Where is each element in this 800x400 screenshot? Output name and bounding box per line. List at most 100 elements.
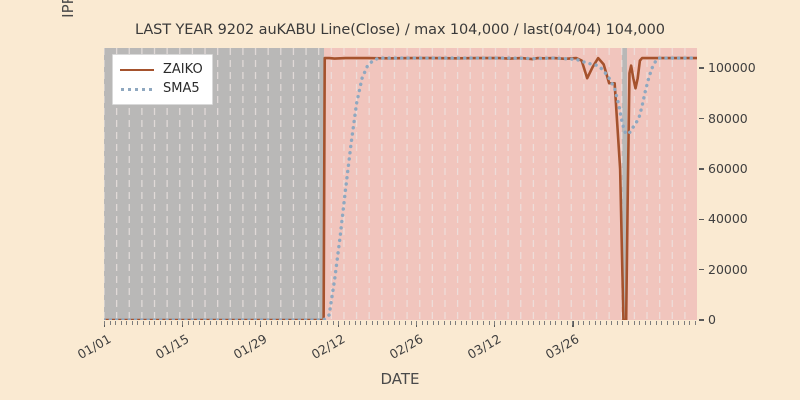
shaded-region-data [324, 48, 622, 320]
x-tick-minor [427, 321, 429, 325]
legend-line-swatch-sma5 [120, 83, 154, 95]
x-tick-minor [611, 321, 613, 325]
x-tick-minor [544, 321, 546, 325]
series-line-zaiko [104, 56, 697, 320]
x-tick-minor [449, 321, 451, 325]
x-tick-minor [566, 321, 568, 325]
x-tick-minor [232, 321, 234, 325]
x-tick-minor [522, 321, 523, 325]
x-tick-minor [577, 321, 579, 325]
x-tick-minor [260, 321, 262, 325]
y-tick-mark [699, 67, 704, 69]
x-tick-minor [176, 321, 178, 325]
x-tick-minor [332, 321, 334, 325]
x-tick-minor [137, 321, 139, 325]
y-tick-mark [699, 117, 704, 120]
y-tick-mark [699, 168, 704, 170]
x-tick-minor [527, 321, 529, 325]
x-tick-minor [683, 321, 685, 325]
shaded-region-gap [621, 48, 628, 320]
x-tick-minor [182, 321, 183, 325]
x-tick-minor [572, 321, 574, 325]
x-tick-minor [505, 321, 507, 325]
x-tick-minor [639, 321, 640, 325]
legend-label-zaiko: ZAIKO [163, 62, 203, 77]
x-tick-minor [466, 321, 468, 325]
x-tick-minor [215, 321, 217, 325]
x-tick-minor [310, 321, 312, 325]
y-tick-mark [699, 319, 704, 321]
x-tick-minor [276, 321, 278, 325]
x-tick-minor [338, 321, 340, 325]
x-tick-minor [644, 321, 646, 325]
x-tick-minor [299, 321, 301, 325]
x-tick-minor [170, 321, 172, 325]
legend-item-sma5: SMA5 [120, 79, 203, 98]
x-tick-minor [282, 321, 284, 325]
x-tick-minor [148, 321, 150, 325]
x-tick-label: 02/12 [308, 331, 348, 363]
x-tick-minor [661, 321, 663, 325]
x-tick-label: 01/01 [74, 331, 114, 363]
y-tick-label: 80000 [708, 110, 748, 126]
x-tick-minor [198, 321, 200, 325]
x-tick-minor [237, 321, 239, 325]
chart-legend: ZAIKO SMA5 [112, 54, 213, 105]
x-tick-minor [271, 321, 273, 325]
x-tick-minor [561, 321, 562, 325]
x-tick-minor [104, 321, 105, 325]
x-tick-minor [627, 321, 629, 325]
x-tick-label: 02/26 [386, 331, 426, 363]
x-tick-minor [672, 321, 674, 325]
x-tick-minor [371, 321, 373, 325]
x-tick-minor [109, 321, 111, 325]
x-tick-minor [293, 321, 295, 325]
x-tick-minor [633, 321, 635, 325]
x-tick-minor [126, 321, 128, 325]
x-tick-minor [254, 321, 256, 325]
x-tick-minor [193, 321, 195, 325]
x-tick-minor [555, 321, 557, 325]
x-tick-minor [421, 321, 423, 325]
x-tick-minor [221, 321, 222, 325]
x-tick-label: 03/12 [464, 331, 504, 363]
x-tick-minor [204, 321, 206, 325]
x-axis-title: DATE [380, 370, 420, 388]
x-tick-minor [343, 321, 345, 325]
x-tick-minor [120, 321, 122, 325]
x-tick-minor [689, 321, 691, 325]
x-tick-minor [416, 321, 418, 325]
y-tick-label: 100000 [708, 60, 756, 76]
x-tick-minor [187, 321, 189, 325]
series-line-sma5 [104, 56, 697, 320]
x-tick-minor [455, 321, 457, 325]
x-tick-minor [209, 321, 211, 325]
x-tick-minor [600, 321, 601, 325]
x-tick-minor [460, 321, 462, 325]
x-tick-minor [154, 321, 156, 325]
x-tick-minor [471, 321, 473, 325]
y-axis-title: IPPAN ZAIKO (volume) [48, 0, 88, 80]
x-tick-minor [287, 321, 289, 325]
x-tick-minor [666, 321, 668, 325]
data-series-layer [104, 56, 697, 320]
x-tick-minor [326, 321, 328, 325]
x-tick-minor [377, 321, 379, 325]
x-tick-label: 01/29 [230, 331, 270, 363]
x-tick-minor [165, 321, 167, 325]
x-tick-minor [655, 321, 657, 325]
legend-item-zaiko: ZAIKO [120, 60, 203, 79]
x-tick-minor [354, 321, 356, 325]
x-tick-minor [549, 321, 551, 325]
legend-label-sma5: SMA5 [163, 81, 200, 96]
x-tick-minor [488, 321, 490, 325]
x-tick-minor [588, 321, 590, 325]
x-tick-minor [594, 321, 596, 325]
x-tick-minor [605, 321, 607, 325]
x-tick-minor [533, 321, 535, 325]
x-tick-minor [499, 321, 501, 325]
x-tick-minor [483, 321, 484, 325]
y-tick-mark [699, 268, 704, 271]
x-tick-minor [226, 321, 228, 325]
